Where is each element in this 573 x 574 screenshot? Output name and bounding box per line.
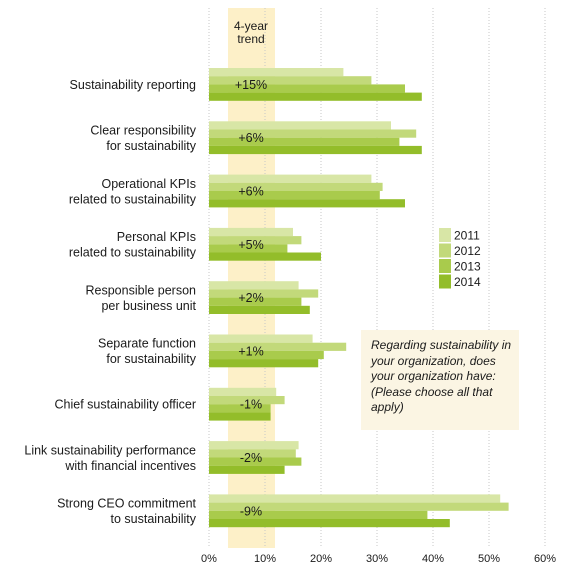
bar-2012 — [209, 182, 383, 191]
bar-2014 — [209, 465, 285, 474]
bar-2012 — [209, 236, 302, 245]
bar-2012 — [209, 289, 319, 298]
bar-2012 — [209, 342, 347, 351]
bar-2014 — [209, 145, 422, 155]
category-label: Separate function for sustainability — [98, 337, 197, 367]
trend-value: -2% — [240, 451, 262, 465]
category-label-line: per business unit — [101, 299, 196, 313]
bar-2013 — [209, 510, 428, 519]
trend-value: +2% — [238, 291, 263, 305]
bar-2012 — [209, 449, 296, 458]
x-tick-label: 60% — [534, 553, 556, 565]
bar-2013 — [209, 457, 302, 466]
legend-swatch-2013 — [439, 259, 451, 273]
bar-2013 — [209, 191, 380, 200]
category-label-line: Separate function — [98, 337, 196, 351]
legend-label: 2014 — [454, 275, 481, 289]
category-label-line: for sustainability — [106, 352, 196, 366]
bar-2014 — [209, 359, 319, 368]
bar-2014 — [209, 412, 271, 421]
category-label-line: Personal KPIs — [117, 230, 196, 244]
legend-label: 2013 — [454, 260, 481, 274]
trend-value: -9% — [240, 504, 262, 518]
category-label-line: for sustainability — [106, 139, 196, 153]
category-label: Clear responsibility for sustainability — [90, 123, 196, 153]
category-label-line: Strong CEO commitment — [57, 497, 196, 511]
legend-swatch-2012 — [439, 243, 451, 258]
trend-header-line: 4-year — [234, 19, 268, 33]
category-label-line: Clear responsibility — [90, 123, 196, 137]
bar-2014 — [209, 305, 310, 314]
category-label-line: Responsible person — [86, 283, 197, 297]
category-label-line: related to sustainability — [69, 192, 197, 206]
trend-value: +1% — [238, 344, 263, 358]
bar-2013 — [209, 350, 324, 360]
legend-label: 2011 — [454, 229, 480, 243]
bar-2014 — [209, 519, 450, 528]
bar-2014 — [209, 199, 405, 208]
bar-2011 — [209, 334, 313, 343]
x-tick-label: 50% — [478, 553, 500, 565]
legend-label: 2012 — [454, 244, 481, 258]
survey-question-box: Regarding sustainability in your organiz… — [361, 330, 519, 430]
bar-2012 — [209, 396, 285, 405]
bar-2013 — [209, 137, 400, 146]
bar-2011 — [209, 387, 277, 396]
category-label: Chief sustainability officer — [54, 398, 196, 412]
category-label: Personal KPIs related to sustainability — [69, 230, 197, 259]
bar-2012 — [209, 129, 417, 138]
x-tick-label: 40% — [422, 553, 444, 565]
trend-value: -1% — [240, 398, 262, 412]
category-label: Responsible person per business unit — [86, 283, 197, 313]
bar-2011 — [209, 494, 501, 503]
category-label-line: Link sustainability performance — [24, 443, 196, 457]
bar-2011 — [209, 227, 293, 237]
category-label-line: Sustainability reporting — [70, 78, 197, 92]
x-tick-label: 20% — [310, 553, 332, 565]
bar-2013 — [209, 244, 288, 253]
bar-2012 — [209, 76, 372, 85]
legend-swatch-2014 — [439, 274, 451, 289]
category-label-line: with financial incentives — [64, 459, 196, 473]
category-label-line: to sustainability — [111, 512, 197, 526]
bar-2011 — [209, 68, 344, 77]
trend-header-line: trend — [237, 32, 264, 46]
legend-swatch-2011 — [439, 228, 451, 242]
category-label-line: related to sustainability — [69, 246, 197, 260]
category-label-line: Chief sustainability officer — [54, 398, 196, 412]
bar-2013 — [209, 404, 271, 413]
category-label: Operational KPIs related to sustainabilit… — [69, 177, 197, 207]
bar-2014 — [209, 92, 422, 101]
trend-header: 4-year trend — [234, 19, 268, 46]
category-label: Sustainability reporting — [70, 78, 197, 92]
category-label: Strong CEO commitment to sustainability — [57, 497, 197, 527]
trend-value: +15% — [235, 78, 267, 92]
bar-2011 — [209, 174, 372, 183]
x-tick-label: 30% — [366, 553, 388, 565]
bar-2012 — [209, 502, 509, 511]
trend-value: +5% — [238, 238, 263, 252]
bar-2013 — [209, 297, 302, 306]
trend-value: +6% — [238, 131, 263, 145]
bar-2013 — [209, 84, 405, 93]
category-label-line: Operational KPIs — [102, 177, 197, 191]
bar-2014 — [209, 252, 321, 261]
category-label: Link sustainability performance with fina… — [24, 443, 196, 473]
trend-value: +6% — [238, 185, 263, 199]
x-tick-label: 10% — [254, 553, 276, 565]
bar-2011 — [209, 281, 299, 290]
bar-2011 — [209, 441, 299, 450]
x-tick-label: 0% — [201, 553, 217, 565]
bar-2011 — [209, 121, 391, 130]
